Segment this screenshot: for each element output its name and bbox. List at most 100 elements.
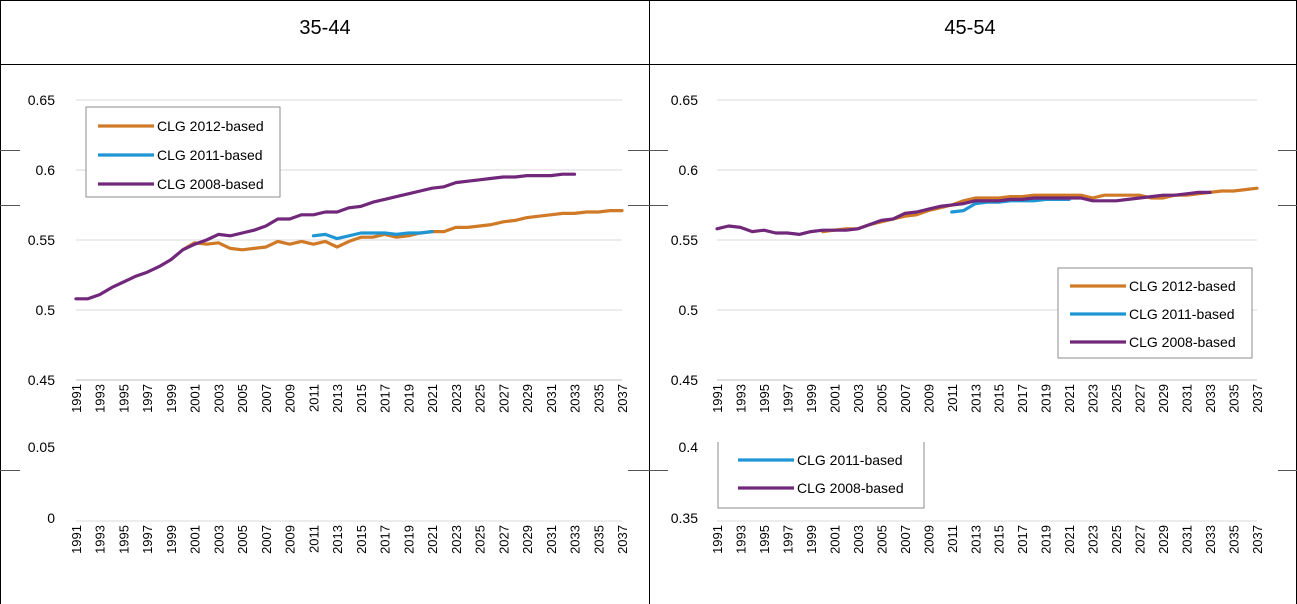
ghost-x-tick-label: 1993 <box>93 525 108 554</box>
y-tick-label: 0.6 <box>36 162 56 178</box>
x-tick-label: 1991 <box>69 384 84 413</box>
y-tick-label: 0.6 <box>679 162 699 178</box>
x-tick-label: 2033 <box>568 384 583 413</box>
legend-box <box>85 106 281 198</box>
x-tick-label: 2007 <box>898 384 913 413</box>
x-tick-label: 2029 <box>520 384 535 413</box>
ghost-x-tick-label: 2019 <box>1039 525 1054 554</box>
x-tick-label: 2025 <box>473 384 488 413</box>
ghost-x-tick-label: 2019 <box>401 525 416 554</box>
y-tick-label: 0.65 <box>28 92 55 108</box>
y-tick-label: 0.45 <box>671 372 698 388</box>
x-tick-label: 2017 <box>1015 384 1030 413</box>
ghost-x-tick-label: 2009 <box>921 525 936 554</box>
x-tick-label: 1993 <box>93 384 108 413</box>
ghost-x-tick-label: 2025 <box>1109 525 1124 554</box>
x-tick-label: 1995 <box>757 384 772 413</box>
x-tick-label: 2027 <box>1133 384 1148 413</box>
x-tick-label: 2023 <box>449 384 464 413</box>
y-tick-label: 0.5 <box>36 302 56 318</box>
legend-label: CLG 2012-based <box>1129 278 1236 294</box>
legend: CLG 2012-based CLG 2011-based CLG 2008-bas… <box>85 106 281 198</box>
x-tick-label: 2025 <box>1109 384 1124 413</box>
x-tick-label: 1999 <box>164 384 179 413</box>
x-tick-label: 2001 <box>827 384 842 413</box>
ghost-x-tick-label: 2005 <box>874 525 889 554</box>
y-tick-label: 0.65 <box>671 92 698 108</box>
x-tick-label: 2027 <box>496 384 511 413</box>
ghost-x-tick-label: 2017 <box>1015 525 1030 554</box>
x-tick-label: 1995 <box>116 384 131 413</box>
x-tick-label: 2031 <box>544 384 559 413</box>
ghost-x-tick-label: 2031 <box>544 525 559 554</box>
x-tick-label: 2023 <box>1086 384 1101 413</box>
ghost-x-tick-label: 2029 <box>520 525 535 554</box>
x-tick-label: 2035 <box>591 384 606 413</box>
series-line-clg-2011-based <box>311 230 434 241</box>
ghost-y-tick-label: 0 <box>47 510 55 526</box>
ghost-legend: CLG 2011-based CLG 2008-based <box>717 442 925 509</box>
ghost-x-tick-label: 2015 <box>992 525 1007 554</box>
y-tick-label: 0.5 <box>679 302 699 318</box>
y-tick-label: 0.45 <box>28 372 55 388</box>
ghost-x-tick-label: 2025 <box>473 525 488 554</box>
x-tick-label: 1997 <box>780 384 795 413</box>
ghost-y-tick-label: 0.05 <box>28 439 55 455</box>
x-tick-label: 2007 <box>259 384 274 413</box>
series-line-clg-2008-based <box>74 172 577 301</box>
ghost-x-tick-label: 2027 <box>496 525 511 554</box>
x-tick-label: 2003 <box>851 384 866 413</box>
ghost-x-tick-label: 2001 <box>827 525 842 554</box>
legend-label: CLG 2011-based <box>1129 306 1235 322</box>
ghost-x-tick-label: 2011 <box>945 525 960 553</box>
ghost-x-tick-label: 2021 <box>1062 525 1077 554</box>
y-tick-label: 0.55 <box>28 232 55 248</box>
ghost-x-tick-label: 1995 <box>757 525 772 554</box>
ghost-x-tick-label: 2033 <box>1203 525 1218 554</box>
ghost-x-tick-label: 2001 <box>188 525 203 554</box>
x-tick-label: 2033 <box>1203 384 1218 413</box>
ghost-axis: 0.05 0 1991 1993 1995 1997 1999 2001 2003 2005 200… <box>28 439 630 554</box>
legend: CLG 2012-based CLG 2011-based CLG 2008-bas… <box>1057 267 1253 359</box>
x-tick-label: 2019 <box>401 384 416 413</box>
ghost-x-tick-label: 2007 <box>898 525 913 554</box>
ghost-x-tick-label: 1991 <box>710 525 725 554</box>
x-tick-label: 2005 <box>874 384 889 413</box>
y-tick-label: 0.55 <box>671 232 698 248</box>
chart-panel-45-54: 45-54 0.65 0.6 0.55 0.5 0.45 1991 1993 1995 1997 1… <box>671 17 1265 554</box>
x-tick-label: 2037 <box>1250 384 1265 413</box>
ghost-axis: 0.4 0.35 1991 1993 1995 1997 1999 2001 2003 2005 2… <box>671 439 1265 554</box>
x-tick-label: 2013 <box>330 384 345 413</box>
series-line-clg-2012-based <box>181 209 624 252</box>
ghost-x-tick-label: 2027 <box>1133 525 1148 554</box>
x-tick-label: 2001 <box>188 384 203 413</box>
ghost-x-tick-label: 2009 <box>283 525 298 554</box>
chart-panel-35-44: 35-44 0.65 0.6 0.55 0.5 0.45 1991 1993 1995 1997 1… <box>28 17 630 554</box>
ghost-y-tick-label: 0.4 <box>679 439 699 455</box>
x-tick-label: 2003 <box>211 384 226 413</box>
legend-label: CLG 2008-based <box>1129 334 1236 350</box>
ghost-x-tick-label: 2031 <box>1180 525 1195 554</box>
ghost-x-tick-label: 1997 <box>140 525 155 554</box>
ghost-x-tick-label: 2021 <box>425 525 440 554</box>
ghost-x-tick-label: 2033 <box>568 525 583 554</box>
ghost-x-tick-label: 2011 <box>306 525 321 553</box>
x-tick-label: 2009 <box>283 384 298 413</box>
ghost-x-tick-label: 1991 <box>69 525 84 554</box>
x-tick-label: 2029 <box>1156 384 1171 413</box>
x-tick-label: 2015 <box>992 384 1007 413</box>
ghost-x-tick-label: 2013 <box>968 525 983 554</box>
ghost-x-tick-label: 2003 <box>851 525 866 554</box>
ghost-x-tick-label: 2003 <box>211 525 226 554</box>
series-line-clg-2008-based <box>715 190 1212 236</box>
x-tick-label: 1991 <box>710 384 725 413</box>
ghost-x-tick-label: 1995 <box>116 525 131 554</box>
ghost-legend-label: CLG 2008-based <box>797 480 904 496</box>
ghost-x-tick-label: 2023 <box>1086 525 1101 554</box>
ghost-x-tick-label: 2015 <box>354 525 369 554</box>
x-tick-label: 2013 <box>968 384 983 413</box>
ghost-legend-box <box>717 442 925 509</box>
legend-label: CLG 2008-based <box>157 176 264 192</box>
x-tick-label: 2019 <box>1039 384 1054 413</box>
ghost-y-tick-label: 0.35 <box>671 510 698 526</box>
